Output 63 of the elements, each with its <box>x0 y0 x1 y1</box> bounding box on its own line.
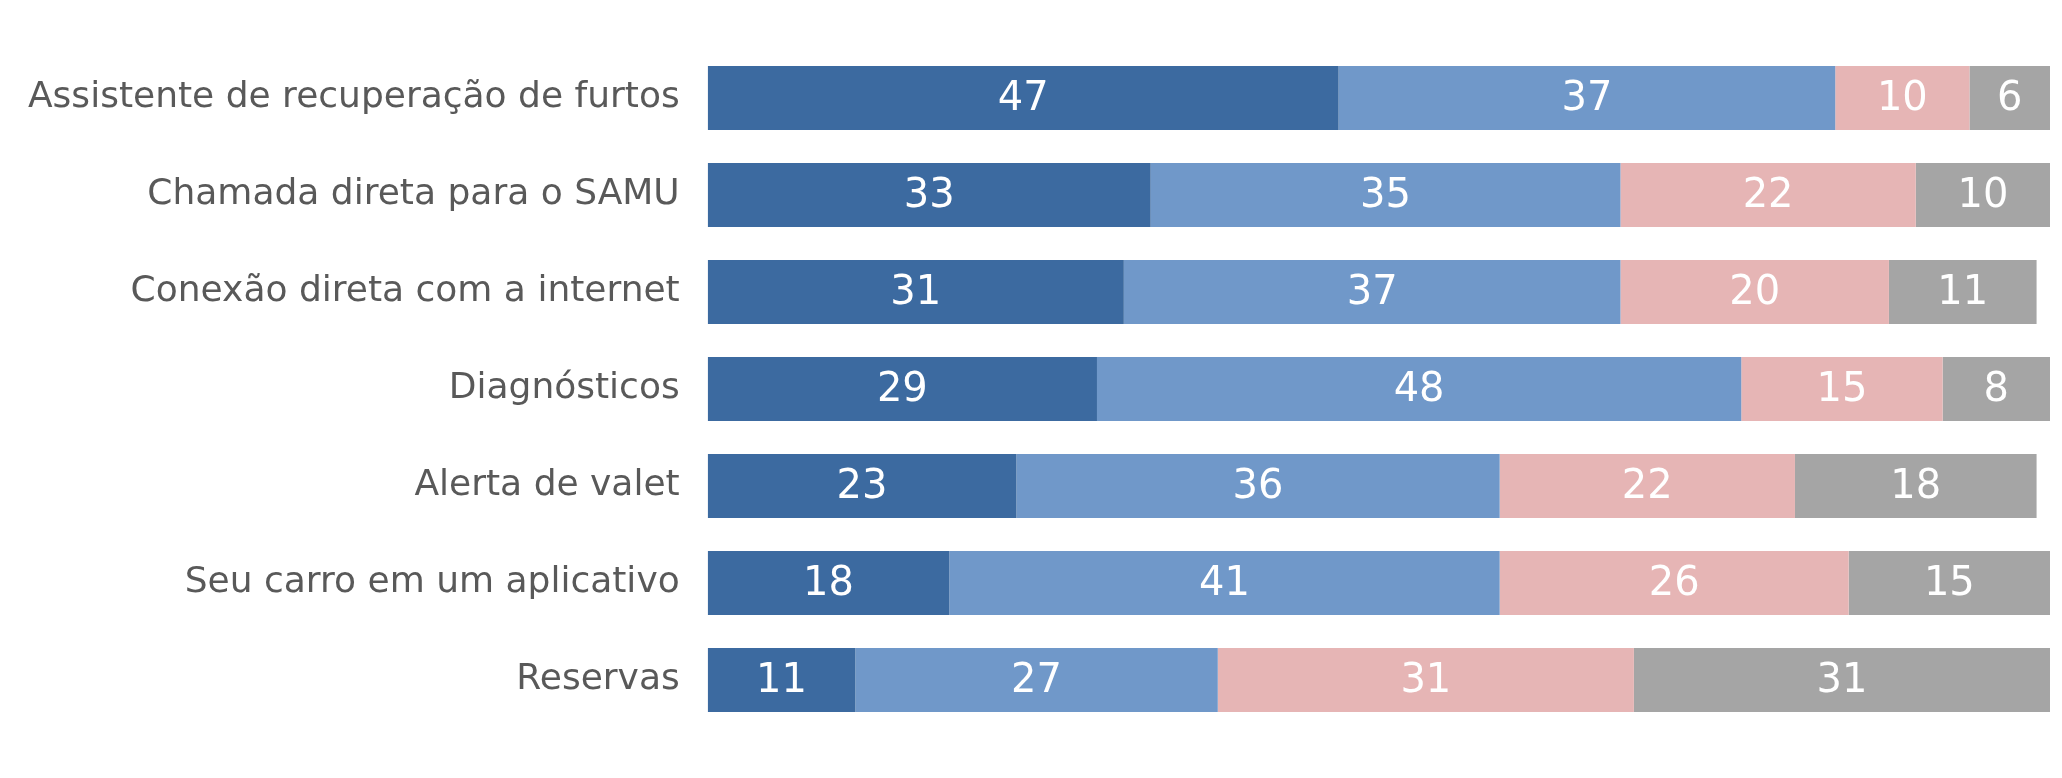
data-label: 18 <box>1890 461 1942 508</box>
data-label: 6 <box>1997 73 2023 120</box>
y-tick-label: Reservas <box>516 656 680 698</box>
bar <box>707 163 1151 228</box>
data-label: 22 <box>1621 461 1673 508</box>
bar <box>707 66 1339 131</box>
y-tick-label: Chamada direta para o SAMU <box>147 171 680 213</box>
data-label: 37 <box>1561 73 1613 120</box>
bar <box>1499 453 1795 518</box>
bar <box>1499 550 1849 615</box>
bar <box>1096 357 1742 421</box>
data-label: 23 <box>836 461 888 508</box>
bar <box>1835 66 1970 131</box>
data-label: 48 <box>1393 364 1445 411</box>
bar <box>707 260 1124 325</box>
data-label: 11 <box>756 655 807 702</box>
bar <box>1123 260 1621 325</box>
bar <box>707 357 1097 421</box>
data-label: 10 <box>1957 170 2009 217</box>
data-label: 11 <box>1937 267 1989 314</box>
data-label: 47 <box>997 73 1049 120</box>
data-label: 8 <box>1983 364 2010 411</box>
data-label: 29 <box>876 364 928 411</box>
bar <box>949 550 1500 615</box>
data-label: 27 <box>1011 655 1063 702</box>
data-label: 41 <box>1199 558 1250 605</box>
data-label: 31 <box>890 267 942 314</box>
bar <box>1741 357 1943 421</box>
bar <box>1969 66 2050 131</box>
data-label: 31 <box>1816 655 1868 702</box>
data-label: 15 <box>1923 558 1975 605</box>
bar <box>1848 550 2050 615</box>
bar <box>707 647 856 712</box>
y-tick-label: Seu carro em um aplicativo <box>184 559 680 601</box>
data-label: 18 <box>803 558 854 605</box>
bar <box>1633 647 2050 712</box>
data-label: 20 <box>1729 267 1781 314</box>
bar <box>1620 163 1916 228</box>
bar <box>1794 453 2037 518</box>
data-label: 33 <box>903 170 955 217</box>
bar <box>1942 357 2050 421</box>
bar <box>707 550 950 615</box>
data-label: 35 <box>1360 170 1412 217</box>
bar <box>1338 66 1836 131</box>
data-label: 15 <box>1816 364 1868 411</box>
data-label: 36 <box>1232 461 1284 508</box>
data-label: 26 <box>1648 558 1700 605</box>
data-label: 10 <box>1876 73 1928 120</box>
bar <box>855 647 1218 712</box>
bar <box>1150 163 1621 228</box>
bar <box>1620 260 1889 325</box>
data-label: 37 <box>1346 267 1398 314</box>
bar <box>1217 647 1634 712</box>
y-tick-label: Alerta de valet <box>414 462 680 504</box>
bar <box>1016 453 1500 518</box>
y-tick-label: Conexão direta com a internet <box>130 268 680 310</box>
bar <box>1888 260 2037 325</box>
y-tick-label: Diagnósticos <box>448 365 680 407</box>
data-label: 22 <box>1742 170 1794 217</box>
bar <box>1915 163 2050 228</box>
y-tick-label: Assistente de recuperação de furtos <box>27 74 680 116</box>
bar <box>707 453 1017 518</box>
data-label: 31 <box>1400 655 1452 702</box>
